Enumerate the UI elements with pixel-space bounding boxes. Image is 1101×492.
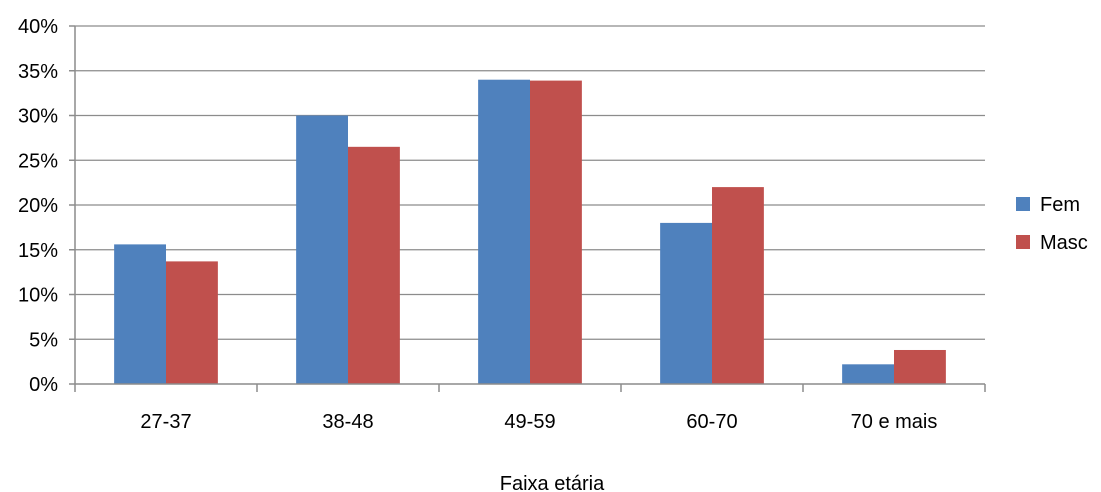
bar-fem-0 <box>114 244 166 384</box>
legend-swatch-masc <box>1016 235 1030 249</box>
bars <box>114 79 946 384</box>
bar-masc-4 <box>894 349 946 384</box>
y-tick-label: 30% <box>18 106 58 128</box>
y-tick-label: 25% <box>18 150 58 172</box>
x-tick-label: 70 e mais <box>851 411 938 433</box>
axes <box>69 25 986 392</box>
bar-masc-0 <box>166 261 218 384</box>
legend-label-fem: Fem <box>1040 194 1080 216</box>
bar-masc-1 <box>348 146 400 384</box>
bar-masc-3 <box>712 187 764 384</box>
legend-swatch-fem <box>1016 197 1030 211</box>
x-tick-labels: 27-37 38-48 49-59 60-70 70 e mais <box>140 411 937 433</box>
legend: Fem Masc <box>1016 194 1088 254</box>
x-tick-label: 27-37 <box>140 411 191 433</box>
bar-fem-3 <box>660 222 712 384</box>
bar-masc-2 <box>530 80 582 384</box>
x-tick-label: 38-48 <box>322 411 373 433</box>
y-tick-label: 35% <box>18 61 58 83</box>
bar-fem-1 <box>296 115 348 384</box>
bar-fem-4 <box>842 364 894 384</box>
y-tick-labels: 0% 5% 10% 15% 20% 25% 30% 35% 40% <box>18 16 58 396</box>
legend-label-masc: Masc <box>1040 232 1088 254</box>
y-tick-label: 40% <box>18 16 58 38</box>
bar-fem-2 <box>478 79 530 384</box>
y-tick-label: 5% <box>29 329 58 351</box>
x-tick-label: 60-70 <box>686 411 737 433</box>
y-tick-label: 10% <box>18 285 58 307</box>
y-tick-label: 15% <box>18 240 58 262</box>
y-tick-label: 0% <box>29 374 58 396</box>
x-tick-label: 49-59 <box>504 411 555 433</box>
y-tick-label: 20% <box>18 195 58 217</box>
x-axis-title: Faixa etária <box>500 473 605 492</box>
